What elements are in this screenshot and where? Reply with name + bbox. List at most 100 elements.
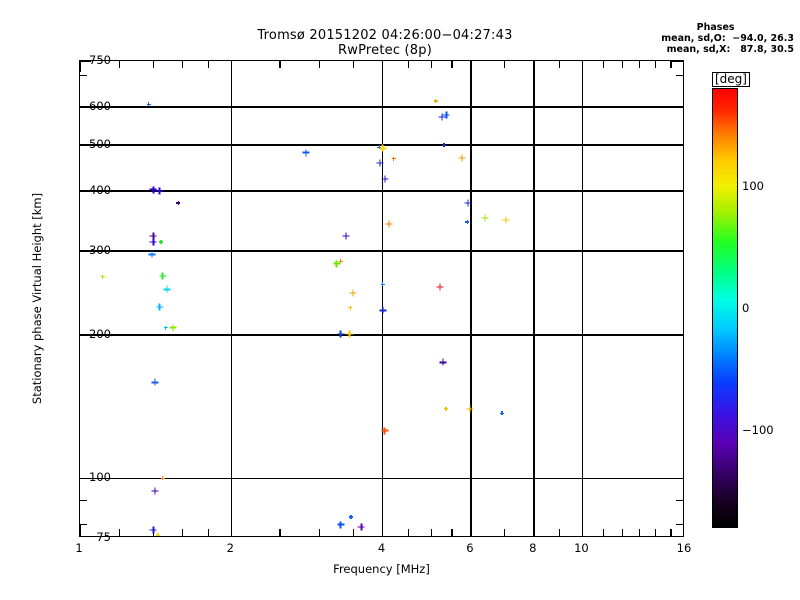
plot-canvas — [80, 61, 683, 536]
x-axis-tick-label: 1 — [75, 541, 83, 555]
x-axis-tick-label: 10 — [574, 541, 589, 555]
data-point — [151, 378, 159, 386]
x-axis-minor-tick — [352, 61, 354, 68]
x-axis-tick-label: 16 — [676, 541, 692, 555]
y-axis-tick — [80, 61, 91, 62]
y-axis-tick-label: 750 — [89, 53, 111, 67]
colorbar-gradient — [712, 88, 738, 528]
data-point — [338, 259, 343, 264]
y-axis-tick-label: 400 — [89, 183, 111, 198]
data-point — [442, 111, 450, 119]
y-axis-tick — [80, 106, 91, 108]
x-axis-tick-label: 4 — [377, 541, 386, 555]
y-axis-title: Stationary phase Virtual Height [km] — [30, 192, 44, 405]
x-axis-minor-tick — [558, 61, 561, 68]
y-axis-tick-label: 75 — [96, 530, 111, 544]
data-point — [169, 324, 177, 332]
gridline-horizontal — [80, 477, 683, 480]
y-axis-tick — [672, 106, 683, 108]
data-point — [302, 149, 310, 157]
y-axis-tick-label: 100 — [89, 470, 111, 485]
phase-stats-heading: Phases — [696, 22, 735, 33]
data-point — [149, 238, 157, 246]
data-point — [433, 99, 438, 104]
data-point — [458, 154, 466, 162]
x-axis-minor-tick — [504, 529, 506, 536]
data-point — [337, 521, 345, 529]
data-point — [176, 200, 181, 205]
colorbar-tick-label: 100 — [742, 178, 764, 193]
y-axis-tick — [672, 477, 683, 479]
x-axis-minor-tick — [670, 61, 672, 68]
data-point — [377, 145, 382, 150]
x-axis-minor-tick — [621, 529, 623, 536]
x-axis-minor-tick — [181, 529, 184, 536]
data-point — [502, 216, 510, 224]
x-axis-minor-tick — [279, 61, 281, 68]
y-axis-tick — [672, 250, 683, 252]
x-axis-minor-tick — [279, 529, 281, 536]
gridline-horizontal — [80, 144, 683, 146]
colorbar-tick-label: 0 — [742, 301, 750, 315]
data-point — [163, 285, 171, 293]
x-axis-minor-tick — [602, 529, 604, 536]
y-axis-tick — [672, 334, 683, 336]
y-axis-tick-label: 200 — [89, 326, 111, 341]
x-axis-minor-tick — [639, 61, 641, 68]
data-point — [156, 303, 164, 311]
x-axis-minor-tick — [504, 61, 506, 68]
data-point — [156, 533, 161, 536]
data-point — [349, 289, 357, 297]
y-axis-tick — [80, 477, 91, 479]
data-point — [348, 515, 353, 519]
data-point — [443, 406, 448, 411]
x-axis-tick-label: 2 — [226, 541, 234, 555]
colorbar-unit-label: [deg] — [712, 72, 750, 87]
y-axis-minor-tick — [676, 524, 683, 526]
data-point — [149, 232, 157, 240]
x-axis-tick — [581, 525, 584, 536]
data-point — [465, 219, 470, 224]
x-axis-minor-tick — [621, 61, 623, 68]
y-axis-tick — [672, 144, 683, 146]
data-point — [500, 411, 505, 416]
phase-stats-ordinary: mean, sd,O: −94.0, 26.3 — [661, 33, 794, 44]
x-axis-tick — [533, 61, 535, 72]
x-axis-tick — [230, 525, 232, 536]
x-axis-minor-tick — [655, 529, 657, 536]
x-axis-minor-tick — [430, 61, 432, 68]
x-axis-minor-tick — [207, 529, 209, 536]
x-axis-minor-tick — [119, 529, 121, 536]
x-axis-tick-label: 8 — [529, 541, 537, 555]
x-axis-tick — [581, 61, 584, 72]
gridline-horizontal — [80, 334, 683, 336]
data-point — [151, 487, 159, 495]
data-point — [159, 240, 164, 245]
x-axis-tick — [470, 61, 472, 72]
chart-title-line1: Tromsø 20151202 04:26:00−04:27:43 — [257, 28, 513, 43]
x-axis-minor-tick — [319, 61, 321, 68]
y-axis-tick-label: 300 — [89, 242, 111, 257]
y-axis-tick — [80, 144, 91, 146]
data-point — [100, 274, 105, 279]
data-point — [348, 305, 353, 310]
data-point — [333, 260, 341, 268]
x-axis-tick — [80, 525, 81, 536]
x-axis-tick — [470, 525, 472, 536]
data-point — [481, 214, 489, 222]
gridline-horizontal — [80, 190, 683, 192]
y-axis-minor-tick — [80, 74, 87, 76]
gridline-horizontal — [80, 106, 683, 108]
x-axis-tick — [230, 61, 232, 72]
x-axis-minor-tick — [430, 529, 432, 536]
phase-stats-extraordinary: mean, sd,X: 87.8, 30.5 — [666, 44, 794, 55]
x-axis-minor-tick — [181, 61, 184, 68]
x-axis-minor-tick — [451, 529, 453, 536]
x-axis-minor-tick — [639, 529, 641, 536]
gridline-horizontal — [80, 250, 683, 252]
x-axis-minor-tick — [152, 529, 154, 536]
x-axis-minor-tick — [407, 529, 409, 536]
gridline-vertical — [533, 61, 535, 536]
y-axis-minor-tick — [676, 499, 683, 501]
x-axis-title: Frequency [MHz] — [333, 562, 430, 576]
